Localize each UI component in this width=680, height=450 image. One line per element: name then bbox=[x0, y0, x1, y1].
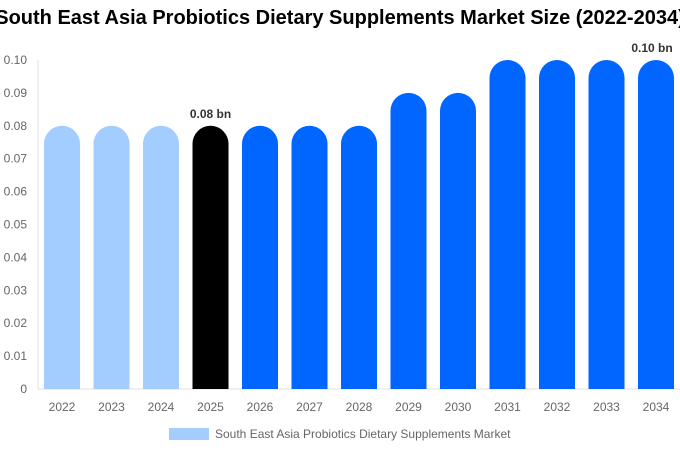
x-tick-label: 2033 bbox=[593, 400, 620, 414]
legend-swatch[interactable] bbox=[169, 428, 209, 440]
y-tick-label: 0.10 bbox=[4, 53, 28, 67]
data-label: 0.08 bn bbox=[190, 107, 231, 121]
bar-2024[interactable] bbox=[143, 125, 179, 390]
y-tick-label: 0 bbox=[20, 382, 27, 396]
x-tick-label: 2028 bbox=[346, 400, 373, 414]
chart-title: South East Asia Probiotics Dietary Suppl… bbox=[0, 7, 680, 29]
bar-2029[interactable] bbox=[390, 92, 427, 390]
x-tick-label: 2025 bbox=[197, 400, 224, 414]
legend-label[interactable]: South East Asia Probiotics Dietary Suppl… bbox=[215, 427, 511, 441]
bar-2033[interactable] bbox=[588, 60, 625, 390]
x-tick-label: 2029 bbox=[395, 400, 422, 414]
bar-2025[interactable] bbox=[192, 125, 229, 390]
bar-2032[interactable] bbox=[539, 60, 575, 389]
bar-2026[interactable] bbox=[242, 125, 278, 390]
bar-2031[interactable] bbox=[489, 60, 526, 390]
x-tick-label: 2027 bbox=[296, 400, 323, 414]
x-tick-label: 2026 bbox=[247, 400, 274, 414]
y-tick-label: 0.09 bbox=[4, 86, 28, 100]
x-tick-label: 2023 bbox=[98, 400, 125, 414]
y-tick-label: 0.01 bbox=[4, 349, 28, 363]
y-tick-label: 0.08 bbox=[4, 119, 28, 133]
bar-2030[interactable] bbox=[440, 92, 476, 390]
bar-2027[interactable] bbox=[291, 125, 328, 390]
bar-2022[interactable] bbox=[44, 125, 80, 390]
x-tick-label: 2022 bbox=[49, 400, 76, 414]
y-tick-label: 0.07 bbox=[4, 152, 28, 166]
y-tick-label: 0.02 bbox=[4, 316, 28, 330]
bar-2023[interactable] bbox=[93, 125, 130, 390]
bar-2034[interactable] bbox=[638, 60, 674, 389]
bar-2028[interactable] bbox=[341, 125, 377, 390]
x-tick-label: 2032 bbox=[544, 400, 571, 414]
y-tick-label: 0.05 bbox=[4, 218, 28, 232]
x-tick-label: 2031 bbox=[494, 400, 521, 414]
y-tick-label: 0.03 bbox=[4, 283, 28, 297]
x-tick-label: 2034 bbox=[643, 400, 670, 414]
x-tick-label: 2024 bbox=[148, 400, 175, 414]
data-label: 0.10 bn bbox=[631, 41, 672, 55]
x-tick-label: 2030 bbox=[445, 400, 472, 414]
y-tick-label: 0.06 bbox=[4, 185, 28, 199]
y-tick-label: 0.04 bbox=[4, 250, 28, 264]
